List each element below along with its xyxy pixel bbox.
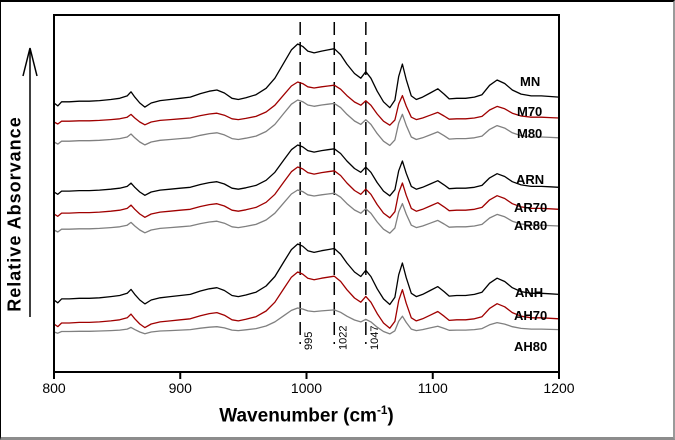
series-label-M70: M70: [517, 104, 543, 119]
x-tick-label-1000: 1000: [291, 380, 322, 396]
spectrum-curve-MN: [53, 43, 560, 109]
x-axis-label-close: ): [387, 405, 394, 427]
series-label-AH70: AH70: [514, 308, 548, 323]
x-tick-label-900: 900: [169, 380, 193, 396]
x-tick-label-1200: 1200: [543, 380, 574, 396]
series-label-MN: MN: [520, 74, 541, 89]
series-label-ANH: ANH: [515, 285, 544, 300]
refline-label-995: 995: [303, 332, 315, 350]
series-label-M80: M80: [517, 126, 543, 141]
series-label-AH80: AH80: [514, 339, 548, 354]
axes-group: 800 900 1000 1100 1200: [42, 14, 575, 396]
refline-label-1047: 1047: [369, 326, 381, 350]
y-axis-label: Relative Absorvance: [4, 116, 25, 312]
absorbance-direction-arrow: [22, 47, 38, 317]
arrow-head-icon: [22, 47, 38, 77]
spectrum-curve-ANH: [53, 243, 560, 306]
series-label-AR80: AR80: [514, 218, 548, 233]
x-axis-label-main: Wavenumber (cm: [219, 405, 377, 427]
spectra-curves-group: [53, 43, 560, 335]
spectrum-curve-AH70: [53, 271, 560, 329]
spectrum-curve-M70: [53, 81, 560, 126]
series-label-ARN: ARN: [516, 172, 545, 187]
spectrum-curve-AH80: [53, 307, 560, 335]
x-axis-label: Wavenumber (cm-1): [54, 404, 559, 427]
refline-label-1022: 1022: [337, 326, 349, 350]
spectrum-curve-M80: [53, 99, 560, 147]
x-tick-label-800: 800: [42, 380, 66, 396]
x-tick-label-1100: 1100: [418, 380, 448, 396]
reference-lines-group: 995 1022 1047: [299, 22, 381, 350]
spectrum-curve-AR70: [53, 166, 560, 219]
x-axis-label-superscript: -1: [376, 404, 388, 417]
spectrum-curve-AR80: [53, 189, 560, 234]
spectrum-curve-ARN: [53, 144, 560, 197]
series-label-AR70: AR70: [514, 200, 548, 215]
